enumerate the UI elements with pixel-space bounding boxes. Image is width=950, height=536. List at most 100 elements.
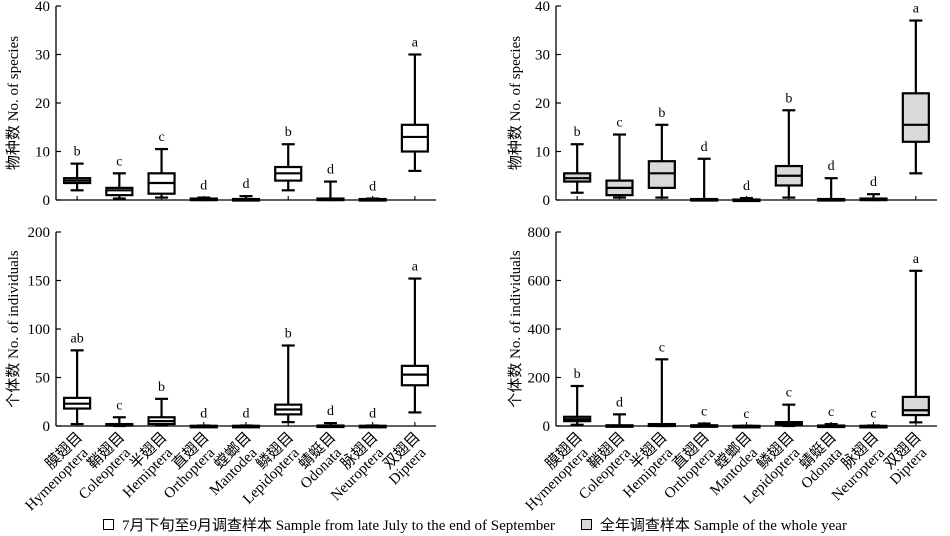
box-2: d xyxy=(605,395,634,428)
box-9: a xyxy=(400,36,429,172)
significance-label: c xyxy=(116,398,122,413)
box-7: d xyxy=(316,163,345,202)
box-1: b xyxy=(563,125,592,194)
category-label: 双翅目Diptera xyxy=(375,429,434,488)
significance-label: b xyxy=(285,326,292,341)
y-tick-label: 600 xyxy=(528,274,551,290)
significance-label: c xyxy=(870,407,876,422)
significance-label: a xyxy=(913,2,920,17)
significance-label: b xyxy=(285,125,292,140)
legend-item-july-september: 7月下旬至9月调查样本 Sample from late July to the… xyxy=(103,514,555,535)
significance-label: d xyxy=(243,407,250,422)
box-5: c xyxy=(732,407,761,429)
significance-label: d xyxy=(200,179,207,194)
significance-label: d xyxy=(327,404,334,419)
significance-label: b xyxy=(574,367,581,382)
significance-label: b xyxy=(74,145,81,160)
box-9: a xyxy=(901,252,930,424)
y-tick-label: 10 xyxy=(535,145,550,161)
y-tick-label: 0 xyxy=(43,419,51,435)
y-tick-label: 40 xyxy=(535,0,550,15)
box-3: c xyxy=(147,130,176,199)
significance-label: b xyxy=(574,125,581,140)
legend-swatch-white xyxy=(103,518,115,530)
box-7: d xyxy=(817,159,846,202)
box-8: d xyxy=(859,175,888,202)
significance-label: d xyxy=(701,140,708,155)
significance-label: b xyxy=(785,91,792,106)
box-8: d xyxy=(358,180,387,202)
box-5: d xyxy=(732,179,761,203)
box-7: c xyxy=(817,405,846,429)
box-4: d xyxy=(189,407,218,429)
y-tick-label: 400 xyxy=(528,322,551,338)
box-8: d xyxy=(358,407,387,429)
significance-label: d xyxy=(243,177,250,192)
y-tick-label: 20 xyxy=(35,96,50,112)
box-iqr xyxy=(105,186,134,197)
y-tick-label: 0 xyxy=(543,419,551,435)
significance-label: d xyxy=(743,179,750,194)
legend-item-whole-year: 全年调查样本 Sample of the whole year xyxy=(580,514,847,535)
y-tick-label: 50 xyxy=(35,371,50,387)
box-7: d xyxy=(316,404,345,429)
significance-label: a xyxy=(412,260,419,275)
box-1: b xyxy=(63,145,92,192)
significance-label: c xyxy=(828,405,834,420)
box-6: b xyxy=(774,91,803,199)
y-tick-label: 800 xyxy=(528,225,551,241)
box-3: c xyxy=(647,340,676,428)
significance-label: b xyxy=(658,106,665,121)
box-3: b xyxy=(147,380,176,427)
y-axis-title: 物种数 No. of species xyxy=(5,36,22,170)
y-tick-label: 30 xyxy=(35,48,50,64)
significance-label: a xyxy=(913,252,920,267)
box-1: ab xyxy=(63,331,92,426)
significance-label: a xyxy=(412,36,419,51)
y-tick-label: 0 xyxy=(543,193,551,209)
legend: 7月下旬至9月调查样本 Sample from late July to the… xyxy=(0,514,950,534)
significance-label: c xyxy=(659,340,665,355)
box-8: c xyxy=(859,407,888,429)
panel-top-right: 0 10 20 30 40 物种数 No. of species b c b d d b d d a xyxy=(507,0,937,209)
legend-swatch-gray xyxy=(580,518,592,530)
y-tick-label: 200 xyxy=(528,371,551,387)
y-tick-label: 20 xyxy=(535,96,550,112)
box-iqr xyxy=(901,92,930,143)
box-9: a xyxy=(901,2,930,175)
significance-label: d xyxy=(616,395,623,410)
y-tick-label: 30 xyxy=(535,48,550,64)
y-tick-label: 10 xyxy=(35,145,50,161)
box-4: d xyxy=(690,140,719,202)
significance-label: c xyxy=(116,154,122,169)
category-label: 双翅目Diptera xyxy=(876,429,935,488)
y-axis-title: 物种数 No. of species xyxy=(507,36,524,170)
box-9: a xyxy=(400,260,429,414)
y-tick-label: 150 xyxy=(28,274,51,290)
significance-label: c xyxy=(158,130,164,145)
legend-label-july-september: 7月下旬至9月调查样本 Sample from late July to the… xyxy=(122,517,555,534)
box-3: b xyxy=(647,106,676,199)
significance-label: b xyxy=(158,380,165,395)
y-axis-title: 个体数 No. of individuals xyxy=(5,250,22,408)
box-6: b xyxy=(274,125,303,192)
box-5: d xyxy=(231,177,261,202)
significance-label: d xyxy=(369,180,376,195)
significance-label: ab xyxy=(71,331,84,346)
y-tick-label: 200 xyxy=(28,225,51,241)
box-2: c xyxy=(605,116,634,199)
box-6: c xyxy=(774,386,803,428)
legend-label-whole-year: 全年调查样本 Sample of the whole year xyxy=(599,517,847,534)
y-axis-title: 个体数 No. of individuals xyxy=(507,250,524,408)
significance-label: d xyxy=(870,175,877,190)
box-6: b xyxy=(274,326,303,424)
box-2: c xyxy=(105,398,134,428)
box-iqr xyxy=(647,160,676,189)
box-iqr xyxy=(901,395,930,417)
box-1: b xyxy=(563,367,592,426)
box-5: d xyxy=(231,407,261,429)
box-2: c xyxy=(105,154,134,200)
y-tick-label: 0 xyxy=(43,193,51,209)
significance-label: d xyxy=(369,407,376,422)
